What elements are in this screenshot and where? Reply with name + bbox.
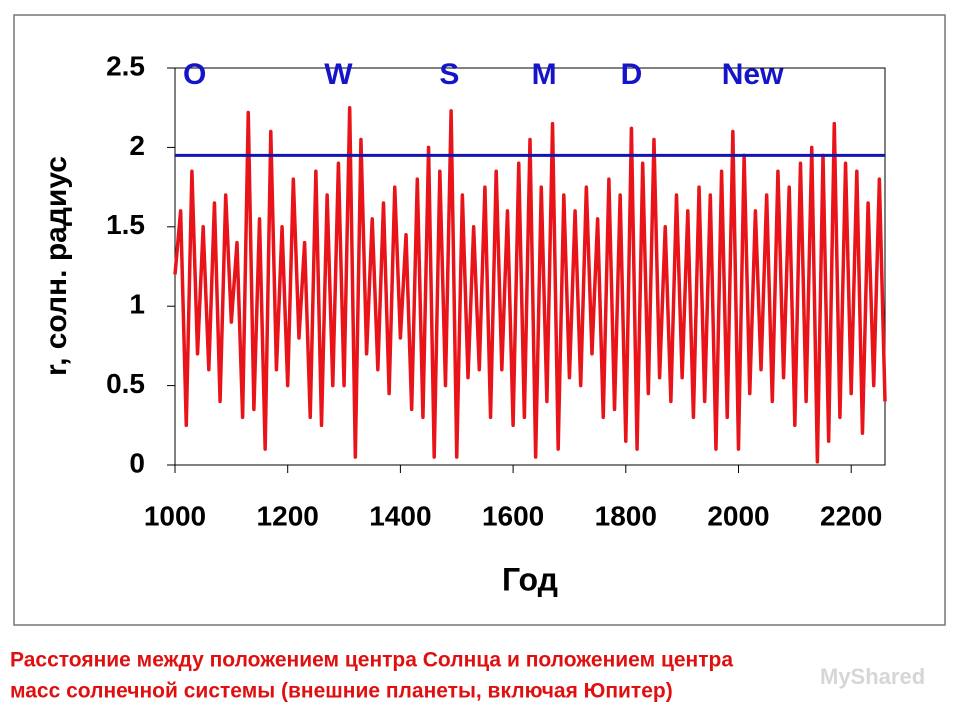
y-tick-label: 0 xyxy=(129,447,145,478)
annotation: W xyxy=(324,58,353,91)
caption-line: масс солнечной системы (внешние планеты,… xyxy=(10,680,673,703)
x-tick-label: 1800 xyxy=(595,500,657,531)
y-tick-label: 1 xyxy=(129,289,145,320)
y-tick-label: 0.5 xyxy=(106,368,145,399)
watermark: MyShared xyxy=(820,664,925,689)
annotation: O xyxy=(183,58,206,91)
x-tick-label: 2000 xyxy=(707,500,769,531)
annotation: New xyxy=(722,58,784,91)
y-tick-label: 2 xyxy=(129,130,145,161)
x-tick-label: 2200 xyxy=(820,500,882,531)
y-axis-label: r, солн. радиус xyxy=(40,156,73,376)
x-tick-label: 1400 xyxy=(369,500,431,531)
x-tick-label: 1200 xyxy=(257,500,319,531)
y-tick-label: 2.5 xyxy=(106,50,145,81)
x-axis-label: Год xyxy=(502,561,558,597)
annotation: M xyxy=(532,58,557,91)
data-line xyxy=(173,105,887,464)
y-tick-label: 1.5 xyxy=(106,209,145,240)
caption-line: Расстояние между положением центра Солнц… xyxy=(10,649,733,672)
x-tick-label: 1600 xyxy=(482,500,544,531)
x-tick-label: 1000 xyxy=(144,500,206,531)
annotation: D xyxy=(621,58,643,91)
annotation: S xyxy=(439,58,459,91)
